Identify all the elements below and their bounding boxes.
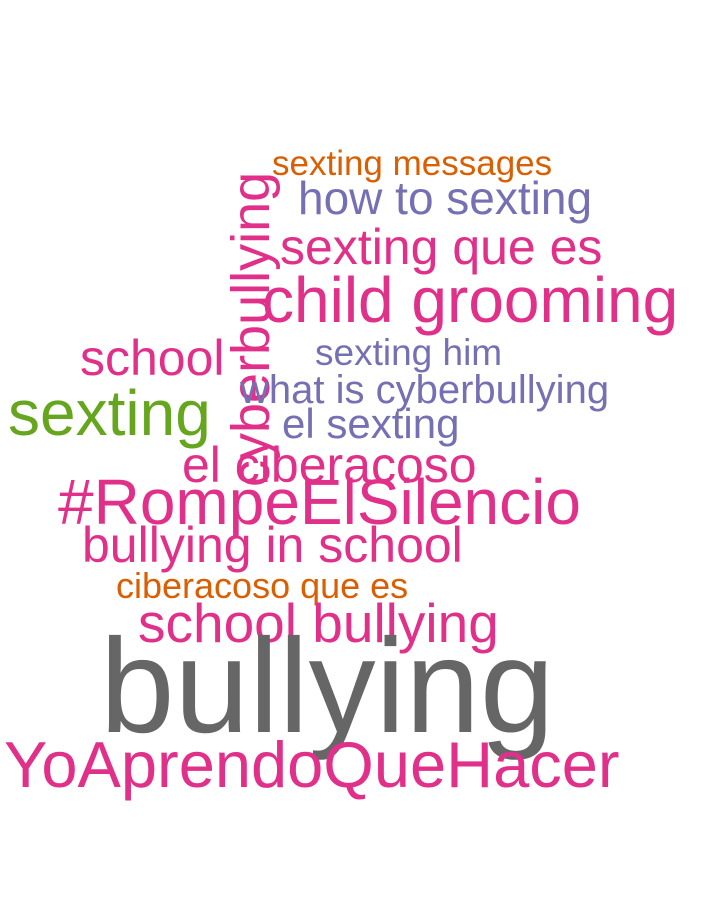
word-el-ciberacoso: el ciberacoso: [182, 437, 477, 493]
word-bullying: bullying: [100, 612, 555, 761]
word-how-to-sexting: how to sexting: [298, 172, 593, 224]
word-child-grooming: child grooming: [262, 264, 679, 336]
word-yo-aprendo-que-hacer: YoAprendoQueHacer: [4, 728, 620, 801]
word-sexting-que-es: sexting que es: [280, 219, 603, 275]
word-what-is-cyberbullying: what is cyberbullying: [240, 368, 610, 412]
word-school-bullying: school bullying: [138, 592, 499, 654]
word-school: school: [80, 330, 225, 386]
word-sexting-messages: sexting messages: [272, 144, 553, 183]
word-sexting-him: sexting him: [315, 332, 503, 373]
word-rompe-el-silencio: #RompeElSilencio: [58, 466, 581, 538]
word-bullying-in-school: bullying in school: [82, 517, 463, 573]
word-sexting: sexting: [8, 377, 211, 449]
word-ciberacoso-que-es: ciberacoso que es: [116, 565, 409, 606]
word-el-sexting: el sexting: [282, 400, 460, 447]
